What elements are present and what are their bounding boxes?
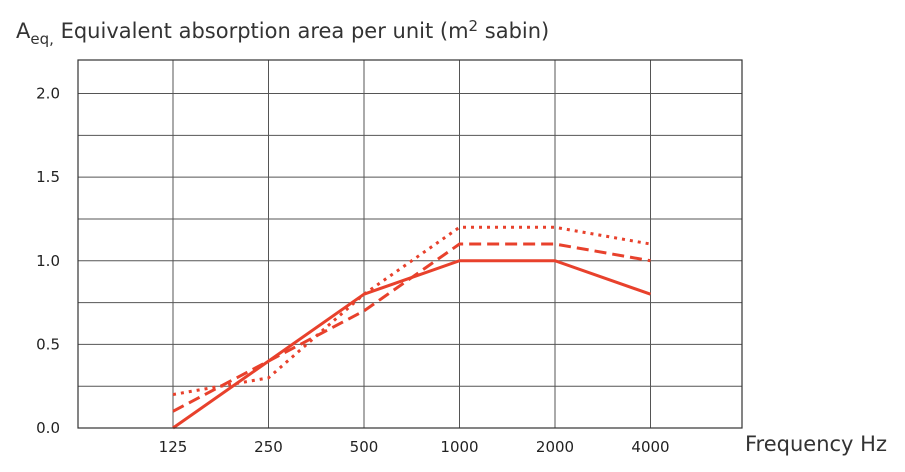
x-tick-label: 2000 (536, 438, 574, 456)
x-tick-label: 125 (159, 438, 188, 456)
data-series (172, 225, 651, 430)
y-axis-title: Aeq, Equivalent absorption area per unit… (16, 17, 549, 48)
y-axis-title-superscript: 2 (469, 17, 479, 35)
x-tick-label: 250 (254, 438, 283, 456)
x-axis-title: Frequency Hz (745, 432, 887, 456)
x-tick-label: 500 (350, 438, 379, 456)
y-axis-title-unit: sabin) (478, 19, 549, 43)
plot-frame (77, 59, 743, 429)
y-tick-label: 1.0 (36, 252, 60, 270)
y-tick-label: 0.5 (36, 335, 60, 353)
y-axis-title-symbol: A (16, 19, 31, 43)
grid (78, 60, 742, 428)
x-tick-label: 1000 (440, 438, 478, 456)
y-tick-labels: 0.0 0.5 1.0 1.5 2.0 (36, 85, 60, 438)
x-tick-label: 4000 (631, 438, 669, 456)
y-tick-label: 0.0 (36, 419, 60, 437)
series-line-dashed (172, 242, 651, 413)
x-tick-labels: 125 250 500 1000 2000 4000 (159, 438, 670, 456)
y-tick-label: 1.5 (36, 168, 60, 186)
y-axis-title-subscript: eq, (30, 30, 54, 48)
y-tick-label: 2.0 (36, 85, 60, 103)
y-axis-title-text: Equivalent absorption area per unit (m (54, 19, 469, 43)
series-line-dotted (172, 225, 651, 397)
